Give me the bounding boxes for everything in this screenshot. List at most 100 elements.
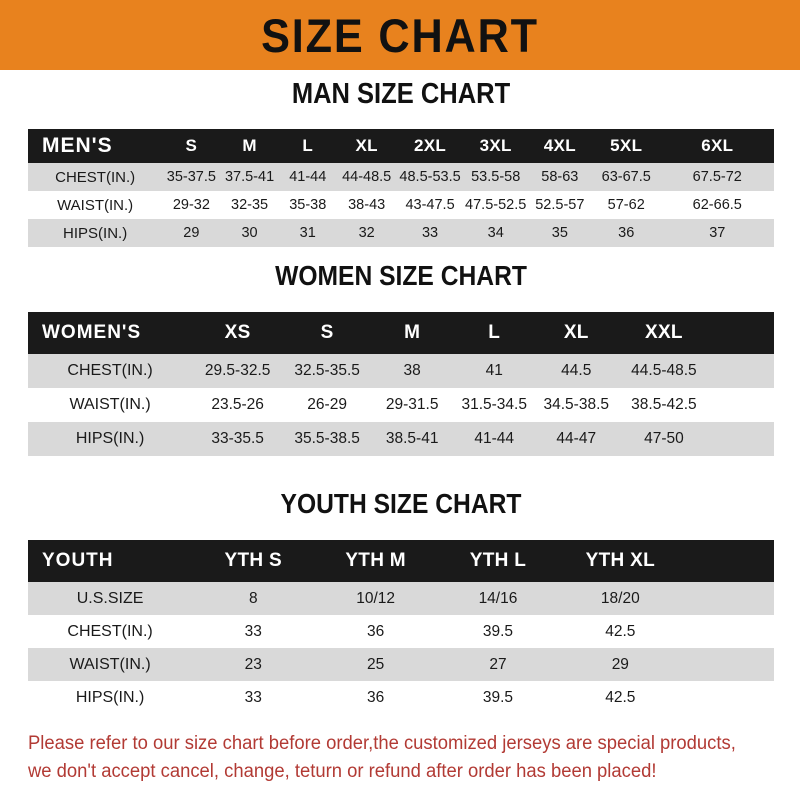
men-header-row: MEN'S S M L XL 2XL 3XL 4XL 5XL 6XL <box>28 129 774 163</box>
table-cell: 10/12 <box>356 589 396 607</box>
men-size-table: MEN'S S M L XL 2XL 3XL 4XL 5XL 6XL CHEST(IN.) 35-37… <box>28 129 774 247</box>
table-row: CHEST(IN.) 33 36 39.5 42.5 <box>28 615 774 648</box>
table-cell: 29.5-32.5 <box>204 362 271 379</box>
table-cell: 42.5 <box>605 688 636 706</box>
table-row: HIPS(IN.) 33-35.5 35.5-38.5 38.5-41 41-44 44-… <box>28 422 774 456</box>
youth-size-header-yth-s: YTH S <box>224 550 282 571</box>
women-size-chart-section: WOMEN SIZE CHART WOMEN'S XS S M L XL XXL CHEST(… <box>28 262 774 456</box>
women-header-spacer <box>711 312 774 354</box>
table-cell: 39.5 <box>482 622 514 640</box>
table-row: WAIST(IN.) 23 25 27 29 <box>28 648 774 681</box>
men-size-header-5xl: 5XL <box>610 136 643 155</box>
youth-row-label: CHEST(IN.) <box>67 622 153 640</box>
women-size-header-xs: XS <box>224 322 251 343</box>
men-size-header-4xl: 4XL <box>543 136 576 155</box>
table-cell: 31 <box>299 225 316 241</box>
youth-header-row: YOUTH YTH S YTH M YTH L YTH XL <box>28 540 774 582</box>
youth-header-spacer <box>681 540 774 582</box>
youth-size-chart-section: YOUTH SIZE CHART YOUTH YTH S YTH M YTH L YTH… <box>28 490 774 714</box>
table-cell: 33 <box>244 688 262 706</box>
men-size-header-3xl: 3XL <box>479 136 512 155</box>
men-size-header-xl: XL <box>355 136 378 155</box>
table-cell: 32-35 <box>231 197 269 213</box>
table-cell: 33 <box>244 622 262 640</box>
table-cell: 18/20 <box>600 589 640 607</box>
table-cell: 44.5 <box>561 362 592 379</box>
men-row-label: CHEST(IN.) <box>55 168 136 186</box>
table-cell-spacer <box>711 422 774 456</box>
table-cell: 41 <box>485 362 503 379</box>
men-size-header-6xl: 6XL <box>701 136 734 155</box>
women-header-row: WOMEN'S XS S M L XL XXL <box>28 312 774 354</box>
table-cell: 48.5-53.5 <box>399 169 461 185</box>
table-cell: 41-44 <box>289 169 327 185</box>
women-size-header-m: M <box>404 322 421 343</box>
table-cell-spacer <box>681 648 774 681</box>
table-cell: 44-48.5 <box>342 169 392 185</box>
table-cell: 57-62 <box>607 197 645 213</box>
table-cell: 62-66.5 <box>692 197 742 213</box>
table-cell: 42.5 <box>605 622 636 640</box>
table-cell: 14/16 <box>478 589 518 607</box>
table-cell-spacer <box>681 615 774 648</box>
women-row-label: WAIST(IN.) <box>69 396 151 413</box>
order-policy-note: Please refer to our size chart before or… <box>28 730 754 786</box>
table-row: U.S.SIZE 8 10/12 14/16 18/20 <box>28 582 774 615</box>
table-cell: 37 <box>709 225 726 241</box>
table-cell: 34.5-38.5 <box>543 396 610 413</box>
table-cell: 37.5-41 <box>224 169 275 185</box>
table-cell: 38-43 <box>348 197 386 213</box>
table-cell: 29 <box>611 655 629 673</box>
table-cell: 33 <box>421 225 439 241</box>
table-cell: 43-47.5 <box>405 197 455 213</box>
youth-size-table: YOUTH YTH S YTH M YTH L YTH XL U.S.SIZE 8 10/12… <box>28 540 774 714</box>
table-cell: 23 <box>244 655 262 673</box>
table-cell: 32.5-35.5 <box>294 362 360 379</box>
youth-header-label: YOUTH <box>42 550 114 571</box>
women-size-header-xl: XL <box>563 322 589 343</box>
table-row: HIPS(IN.) 29 30 31 32 33 34 35 36 37 <box>28 219 774 247</box>
men-size-chart-section: MAN SIZE CHART MEN'S S M L XL 2XL 3XL 4XL 5XL 6XL… <box>28 80 774 247</box>
men-size-header-s: S <box>185 136 198 155</box>
men-table-body: MEN'S S M L XL 2XL 3XL 4XL 5XL 6XL CHEST(IN.) 35-37… <box>28 129 774 247</box>
table-cell: 44-47 <box>556 430 597 447</box>
table-cell: 36 <box>618 225 635 241</box>
table-row: CHEST(IN.) 29.5-32.5 32.5-35.5 38 41 44.5 44.5… <box>28 354 774 388</box>
women-row-label: HIPS(IN.) <box>75 430 145 447</box>
table-cell: 31.5-34.5 <box>461 396 527 413</box>
table-row: HIPS(IN.) 33 36 39.5 42.5 <box>28 681 774 714</box>
table-row: CHEST(IN.) 35-37.5 37.5-41 41-44 44-48.5 48.5… <box>28 163 774 191</box>
men-header-label: MEN'S <box>42 134 113 157</box>
youth-size-header-yth-m: YTH M <box>345 550 406 571</box>
table-cell: 35-38 <box>289 197 327 213</box>
table-cell: 58-63 <box>541 169 579 185</box>
table-cell-spacer <box>681 681 774 714</box>
table-row: WAIST(IN.) 23.5-26 26-29 29-31.5 31.5-34.5 34… <box>28 388 774 422</box>
table-cell: 33-35.5 <box>211 430 264 447</box>
women-size-header-l: L <box>488 322 501 343</box>
table-cell: 38 <box>403 362 421 379</box>
men-size-header-m: M <box>242 136 257 155</box>
order-policy-note-line-2: we don't accept cancel, change, teturn o… <box>28 761 657 782</box>
youth-size-header-yth-xl: YTH XL <box>585 550 655 571</box>
men-section-title: MAN SIZE CHART <box>291 78 511 110</box>
table-cell: 41-44 <box>474 430 515 447</box>
men-row-label: WAIST(IN.) <box>57 196 134 214</box>
men-size-header-2xl: 2XL <box>414 136 447 155</box>
table-cell: 38.5-42.5 <box>631 396 697 413</box>
women-size-table: WOMEN'S XS S M L XL XXL CHEST(IN.) 29.5-32.5 32.5… <box>28 312 774 456</box>
youth-size-header-yth-l: YTH L <box>469 550 527 571</box>
table-cell: 36 <box>367 688 385 706</box>
table-cell: 34 <box>487 225 504 241</box>
table-cell: 35-37.5 <box>166 169 216 185</box>
women-size-header-s: S <box>320 322 334 343</box>
table-cell: 26-29 <box>307 396 347 413</box>
size-chart-banner: SIZE CHART <box>0 0 800 70</box>
youth-table-body: YOUTH YTH S YTH M YTH L YTH XL U.S.SIZE 8 10/12… <box>28 540 774 714</box>
table-cell: 30 <box>241 225 258 241</box>
women-row-label: CHEST(IN.) <box>67 362 153 379</box>
women-table-body: WOMEN'S XS S M L XL XXL CHEST(IN.) 29.5-32.5 32.5… <box>28 312 774 456</box>
table-cell: 53.5-58 <box>471 169 521 185</box>
men-size-header-l: L <box>302 136 314 155</box>
table-cell: 35 <box>551 225 568 241</box>
